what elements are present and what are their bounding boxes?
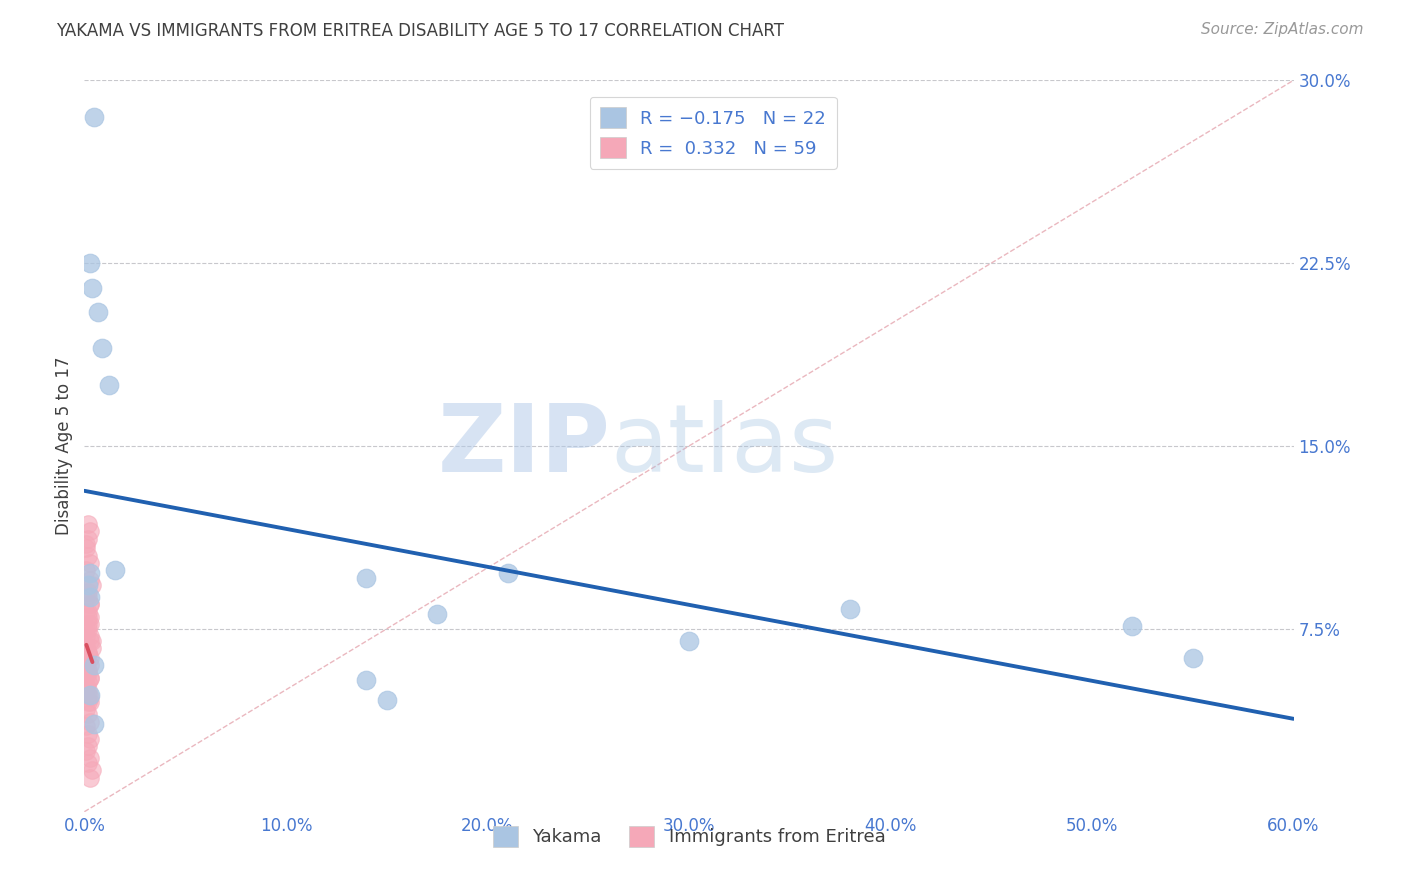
Point [75, 658, 97, 673]
Point [77, 675, 100, 690]
Point [79, 688, 101, 702]
Point [77, 707, 100, 722]
Legend: Yakama, Immigrants from Eritrea: Yakama, Immigrants from Eritrea [485, 819, 893, 854]
Point [77, 549, 100, 563]
Point [77, 605, 100, 619]
Point [75, 536, 97, 550]
Point [77, 739, 100, 753]
Point [77, 585, 100, 599]
Point [87, 305, 110, 319]
Point [77, 646, 100, 660]
Point [91, 342, 114, 356]
Text: atlas: atlas [610, 400, 838, 492]
Point [426, 607, 449, 622]
Point [75, 654, 97, 668]
Point [79, 731, 101, 746]
Point [356, 673, 378, 687]
Point [77, 590, 100, 604]
Text: Source: ZipAtlas.com: Source: ZipAtlas.com [1201, 22, 1364, 37]
Point [77, 727, 100, 741]
Point [77, 688, 100, 702]
Point [75, 702, 97, 716]
Point [77, 665, 100, 680]
Point [79, 771, 101, 785]
Point [82, 764, 104, 778]
Point [79, 658, 101, 673]
Point [75, 541, 97, 556]
Point [1121, 619, 1143, 633]
Point [104, 563, 127, 577]
Point [79, 256, 101, 270]
Point [375, 692, 398, 706]
Point [82, 578, 104, 592]
Point [75, 678, 97, 692]
Point [82, 634, 104, 648]
Point [839, 602, 862, 616]
Point [79, 651, 101, 665]
Point [79, 590, 101, 604]
Text: ZIP: ZIP [437, 400, 610, 492]
Point [79, 629, 101, 643]
Point [79, 617, 101, 632]
Point [77, 663, 100, 677]
Point [79, 671, 101, 685]
Point [75, 563, 97, 577]
Point [82, 641, 104, 656]
Point [77, 617, 100, 632]
Point [77, 695, 100, 709]
Point [79, 714, 101, 729]
Point [75, 629, 97, 643]
Point [678, 634, 700, 648]
Point [75, 719, 97, 733]
Point [75, 590, 97, 604]
Point [79, 573, 101, 587]
Point [75, 622, 97, 636]
Point [79, 671, 101, 685]
Point [356, 571, 378, 585]
Point [1181, 651, 1204, 665]
Point [83, 717, 105, 731]
Text: YAKAMA VS IMMIGRANTS FROM ERITREA DISABILITY AGE 5 TO 17 CORRELATION CHART: YAKAMA VS IMMIGRANTS FROM ERITREA DISABI… [56, 22, 785, 40]
Point [79, 695, 101, 709]
Point [77, 578, 100, 592]
Point [77, 516, 100, 531]
Point [77, 682, 100, 697]
Point [83, 658, 105, 673]
Point [77, 646, 100, 660]
Y-axis label: Disability Age 5 to 17: Disability Age 5 to 17 [55, 357, 73, 535]
Point [79, 566, 101, 580]
Point [75, 682, 97, 697]
Point [77, 532, 100, 546]
Point [79, 690, 101, 705]
Point [496, 566, 519, 580]
Point [79, 609, 101, 624]
Point [75, 639, 97, 653]
Point [75, 605, 97, 619]
Point [79, 598, 101, 612]
Point [75, 744, 97, 758]
Point [77, 622, 100, 636]
Point [83, 110, 105, 124]
Point [79, 598, 101, 612]
Point [77, 609, 100, 624]
Point [79, 556, 101, 570]
Point [79, 751, 101, 765]
Point [77, 756, 100, 770]
Point [79, 634, 101, 648]
Point [97, 378, 120, 392]
Point [79, 524, 101, 539]
Point [82, 280, 104, 294]
